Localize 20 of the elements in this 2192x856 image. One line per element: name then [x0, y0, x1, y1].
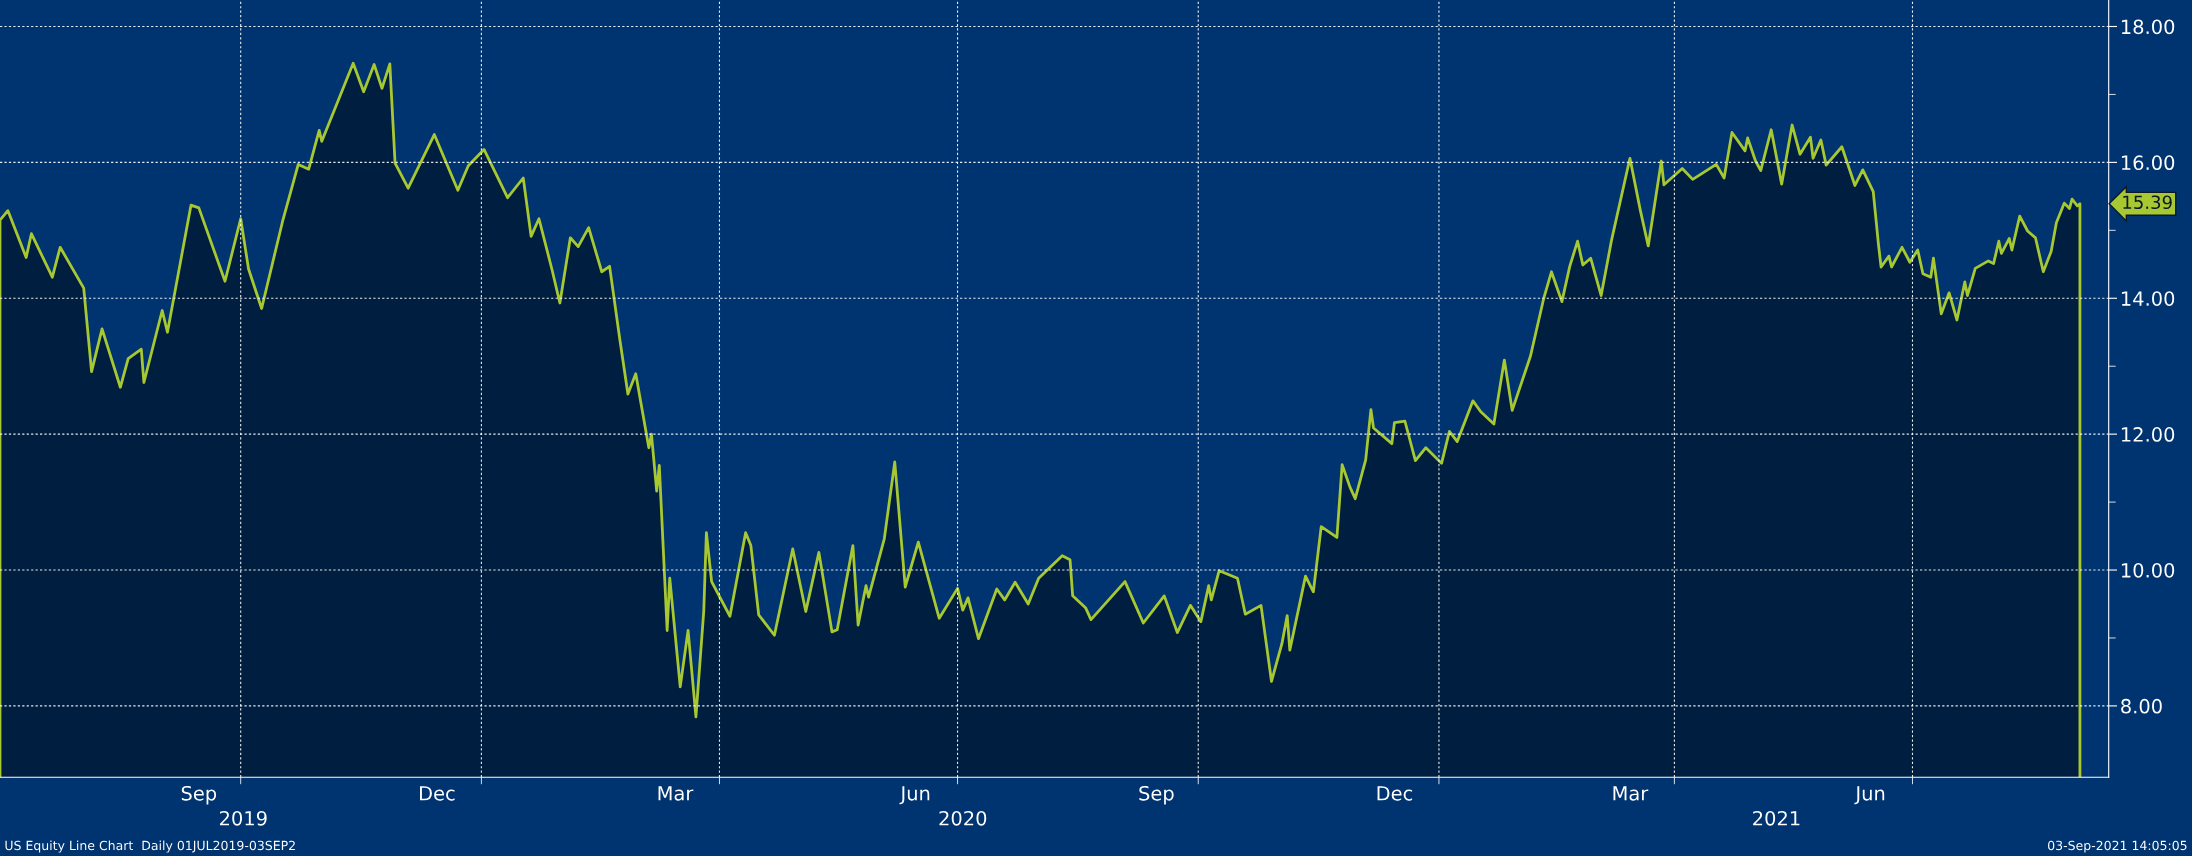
x-tick-label: Dec: [1377, 786, 1413, 801]
x2-tick-label: 2019: [219, 810, 267, 826]
y-tick-label: 14.00: [2121, 291, 2175, 306]
text: 03-Sep-2021 14:05:05: [2048, 840, 2187, 853]
x-tick-label: Mar: [1613, 786, 1649, 801]
x-tick-label: Jun: [1854, 786, 1885, 805]
text: US Equity Line Chart Daily 01JUL2019-03SEP2: [5, 840, 295, 853]
y-tick-label: 12.00: [2121, 427, 2175, 442]
x-tick-label: Sep: [1139, 785, 1174, 805]
annotation: 15.39: [2123, 195, 2172, 210]
x-tick-label: Mar: [658, 786, 694, 801]
y-tick-label: 18.00: [2121, 19, 2175, 35]
x2-tick-label: 2021: [1753, 810, 1800, 826]
y-tick-label: 16.00: [2121, 155, 2175, 171]
x-tick-label: Sep: [181, 785, 217, 805]
y-tick-label: 8.00: [2121, 698, 2162, 714]
x2-tick-label: 2020: [939, 810, 987, 826]
y-tick-label: 10.00: [2121, 562, 2175, 578]
x-tick-label: Jun: [899, 786, 930, 805]
x-tick-label: Dec: [420, 786, 455, 801]
